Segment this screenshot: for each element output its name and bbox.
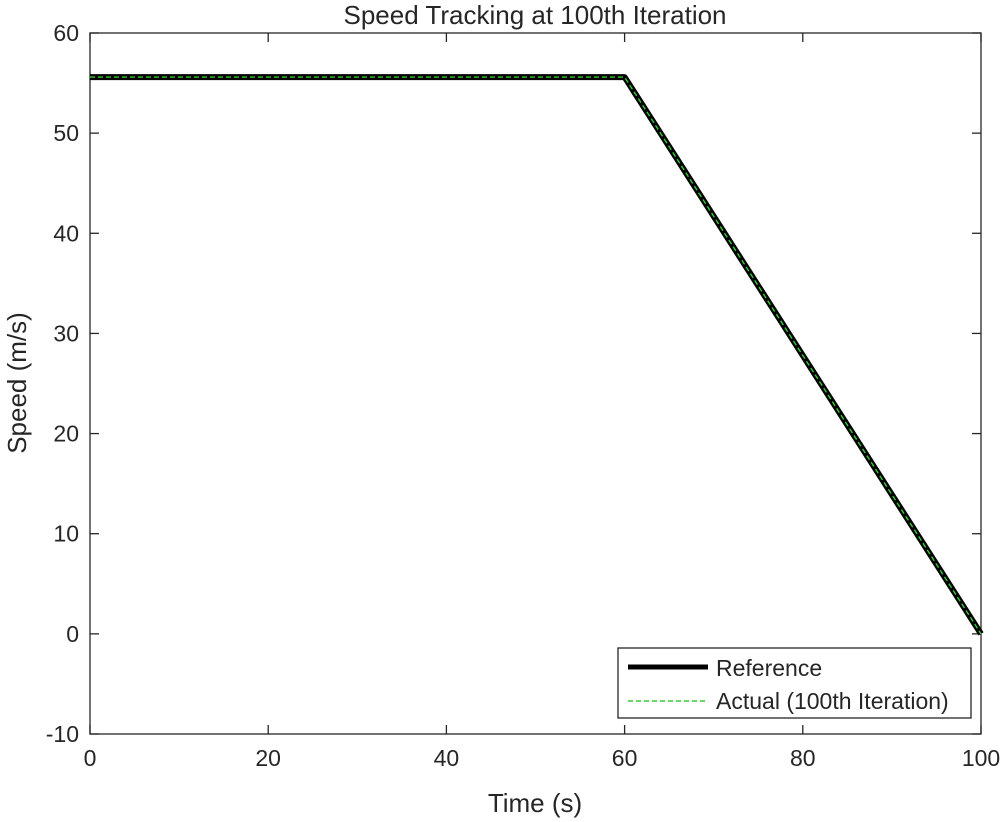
y-tick-label: -10 — [46, 721, 79, 747]
x-tick-label: 100 — [962, 745, 1000, 771]
legend-label-actual: Actual (100th Iteration) — [716, 688, 949, 714]
x-tick-label: 80 — [790, 745, 816, 771]
x-axis-label: Time (s) — [488, 788, 582, 818]
x-tick-label: 60 — [612, 745, 638, 771]
y-tick-label: 40 — [53, 220, 79, 246]
y-tick-label: 20 — [53, 421, 79, 447]
series-line-actual — [90, 76, 982, 635]
y-tick-label: 10 — [53, 521, 79, 547]
y-tick-label: 0 — [66, 621, 79, 647]
x-ticks: 0 20 40 60 80 100 — [84, 33, 1000, 771]
legend-label-reference: Reference — [716, 655, 822, 681]
axes — [89, 32, 982, 735]
x-tick-label: 0 — [84, 745, 97, 771]
chart-title: Speed Tracking at 100th Iteration — [343, 0, 726, 30]
y-axis-label: Speed (m/s) — [2, 312, 32, 454]
y-tick-label: 30 — [53, 320, 79, 346]
y-tick-label: 60 — [53, 20, 79, 46]
y-tick-label: 50 — [53, 120, 79, 146]
series-group — [90, 74, 984, 636]
legend: Reference Actual (100th Iteration) — [617, 647, 972, 719]
plot-frame — [89, 32, 982, 735]
y-ticks: -10 0 10 20 30 40 50 60 — [46, 20, 981, 747]
x-tick-label: 20 — [255, 745, 281, 771]
legend-box — [617, 647, 972, 719]
x-tick-label: 40 — [434, 745, 460, 771]
